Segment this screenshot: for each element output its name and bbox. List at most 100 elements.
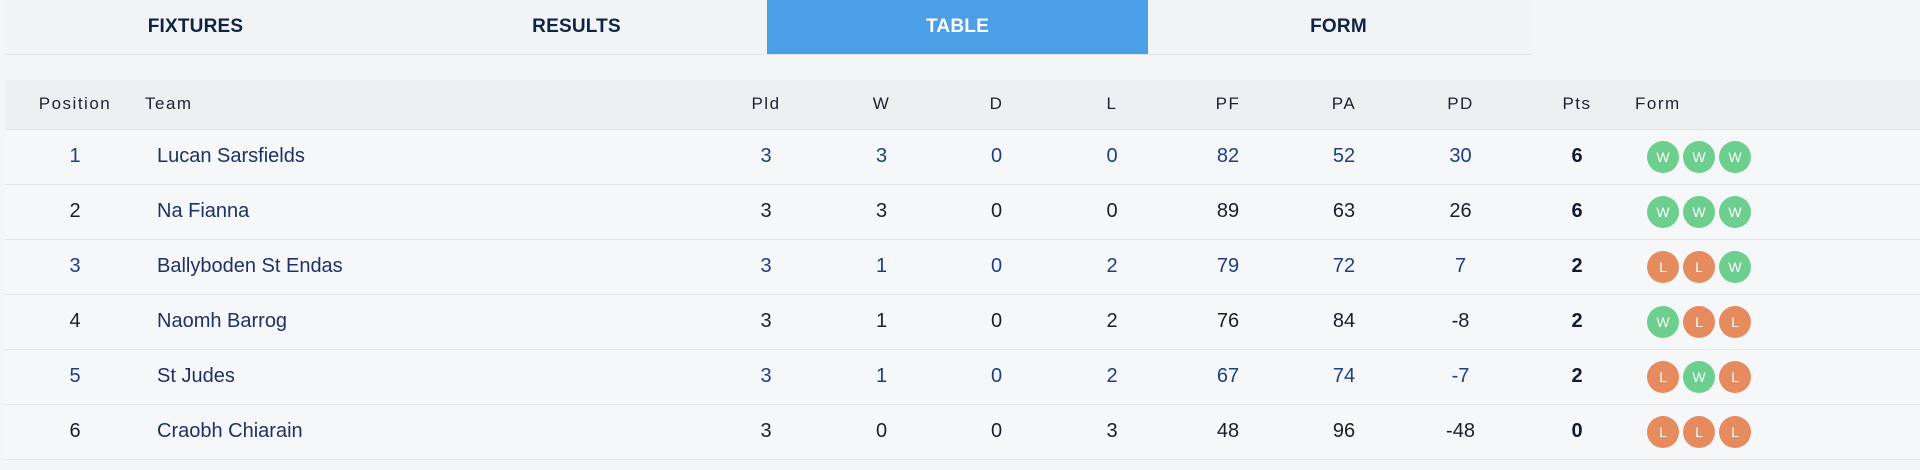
form-loss-badge: L bbox=[1683, 250, 1715, 283]
cell-d: 0 bbox=[990, 365, 1003, 387]
cell-pd: -48 bbox=[1446, 420, 1475, 442]
form-loss-badge: L bbox=[1719, 415, 1751, 448]
table-row: 1 Lucan Sarsfields 3 3 0 0 82 52 30 6 W W W bbox=[5, 129, 1920, 184]
cell-pa: 96 bbox=[1332, 420, 1356, 442]
cell-team[interactable]: St Judes bbox=[157, 365, 235, 387]
cell-position: 6 bbox=[69, 420, 81, 442]
cell-d: 0 bbox=[990, 420, 1003, 442]
cell-pf: 76 bbox=[1216, 310, 1240, 332]
form-win-badge: W bbox=[1719, 140, 1751, 173]
form-win-badge: W bbox=[1719, 250, 1751, 283]
table-header-row: Position Team Pld W D L PF PA PD Pts For… bbox=[5, 80, 1920, 130]
cell-pts: 2 bbox=[1571, 310, 1583, 332]
cell-l: 2 bbox=[1106, 365, 1118, 387]
header-form: Form bbox=[1635, 80, 1920, 130]
league-table: Position Team Pld W D L PF PA PD Pts For… bbox=[5, 80, 1920, 460]
cell-pf: 48 bbox=[1216, 420, 1240, 442]
form-loss-badge: L bbox=[1647, 415, 1679, 448]
tab-fixtures[interactable]: FIXTURES bbox=[147, 16, 244, 37]
cell-l: 0 bbox=[1106, 145, 1118, 167]
header-pa: PA bbox=[1286, 80, 1402, 130]
cell-d: 0 bbox=[990, 145, 1003, 167]
cell-w: 1 bbox=[875, 255, 888, 277]
form-loss-badge: L bbox=[1647, 250, 1679, 283]
form-loss-badge: L bbox=[1647, 360, 1679, 393]
cell-pld: 3 bbox=[760, 200, 772, 222]
cell-pa: 74 bbox=[1332, 365, 1356, 387]
cell-team[interactable]: Ballyboden St Endas bbox=[157, 255, 343, 277]
cell-w: 1 bbox=[875, 310, 888, 332]
tab-bar: FIXTURES RESULTS TABLE FORM bbox=[5, 0, 1532, 55]
table-row: 4 Naomh Barrog 3 1 0 2 76 84 -8 2 W L L bbox=[5, 294, 1920, 349]
cell-pf: 82 bbox=[1216, 145, 1240, 167]
table-row: 6 Craobh Chiarain 3 0 0 3 48 96 -48 0 L L L bbox=[5, 404, 1920, 459]
form-win-badge: W bbox=[1647, 305, 1679, 338]
cell-pa: 52 bbox=[1332, 145, 1356, 167]
cell-pd: -8 bbox=[1451, 310, 1470, 332]
tab-results[interactable]: RESULTS bbox=[532, 16, 621, 37]
header-pf: PF bbox=[1170, 80, 1286, 130]
cell-pa: 63 bbox=[1332, 200, 1356, 222]
cell-pts: 0 bbox=[1571, 420, 1583, 442]
cell-pd: 26 bbox=[1449, 200, 1472, 222]
cell-pts: 2 bbox=[1571, 255, 1583, 277]
table-body: 1 Lucan Sarsfields 3 3 0 0 82 52 30 6 W W W 2 Na Fiann… bbox=[5, 129, 1920, 459]
cell-team[interactable]: Naomh Barrog bbox=[157, 310, 288, 332]
cell-team[interactable]: Craobh Chiarain bbox=[157, 420, 303, 442]
cell-l: 0 bbox=[1106, 200, 1118, 222]
cell-l: 2 bbox=[1106, 310, 1118, 332]
form-loss-badge: L bbox=[1683, 305, 1715, 338]
tab-form[interactable]: FORM bbox=[1310, 16, 1367, 37]
header-pd: PD bbox=[1402, 80, 1519, 130]
cell-pd: 30 bbox=[1449, 145, 1472, 167]
cell-team[interactable]: Na Fianna bbox=[157, 200, 250, 222]
form-win-badge: W bbox=[1647, 195, 1679, 228]
header-d: D bbox=[939, 80, 1054, 130]
form-win-badge: W bbox=[1647, 140, 1679, 173]
cell-pts: 6 bbox=[1571, 145, 1583, 167]
cell-pf: 79 bbox=[1216, 255, 1240, 277]
cell-pld: 3 bbox=[760, 255, 772, 277]
cell-w: 1 bbox=[875, 365, 888, 387]
form-win-badge: W bbox=[1683, 140, 1715, 173]
header-position: Position bbox=[5, 80, 145, 130]
cell-team[interactable]: Lucan Sarsfields bbox=[157, 145, 305, 167]
header-pts: Pts bbox=[1519, 80, 1635, 130]
form-win-badge: W bbox=[1683, 360, 1715, 393]
cell-position: 5 bbox=[69, 365, 81, 387]
form-loss-badge: L bbox=[1719, 360, 1751, 393]
header-team: Team bbox=[145, 80, 708, 130]
cell-l: 3 bbox=[1106, 420, 1118, 442]
cell-pa: 72 bbox=[1332, 255, 1356, 277]
standings-table: Position Team Pld W D L PF PA PD Pts For… bbox=[5, 80, 1920, 460]
cell-position: 1 bbox=[69, 145, 81, 167]
cell-pld: 3 bbox=[760, 310, 772, 332]
cell-w: 0 bbox=[875, 420, 888, 442]
form-loss-badge: L bbox=[1719, 305, 1751, 338]
cell-position: 2 bbox=[69, 200, 81, 222]
table-row: 3 Ballyboden St Endas 3 1 0 2 79 72 7 2 L L W bbox=[5, 239, 1920, 294]
table-row: 5 St Judes 3 1 0 2 67 74 -7 2 L W L bbox=[5, 349, 1920, 404]
cell-pf: 67 bbox=[1216, 365, 1240, 387]
table-row: 2 Na Fianna 3 3 0 0 89 63 26 6 W W W bbox=[5, 184, 1920, 239]
cell-position: 3 bbox=[69, 255, 81, 277]
cell-d: 0 bbox=[990, 255, 1003, 277]
cell-w: 3 bbox=[875, 200, 888, 222]
cell-pts: 2 bbox=[1571, 365, 1583, 387]
cell-pts: 6 bbox=[1571, 200, 1583, 222]
form-win-badge: W bbox=[1683, 195, 1715, 228]
cell-pd: -7 bbox=[1451, 365, 1470, 387]
cell-pld: 3 bbox=[760, 420, 772, 442]
tab-table[interactable]: TABLE bbox=[767, 0, 1148, 54]
cell-pf: 89 bbox=[1216, 200, 1240, 222]
